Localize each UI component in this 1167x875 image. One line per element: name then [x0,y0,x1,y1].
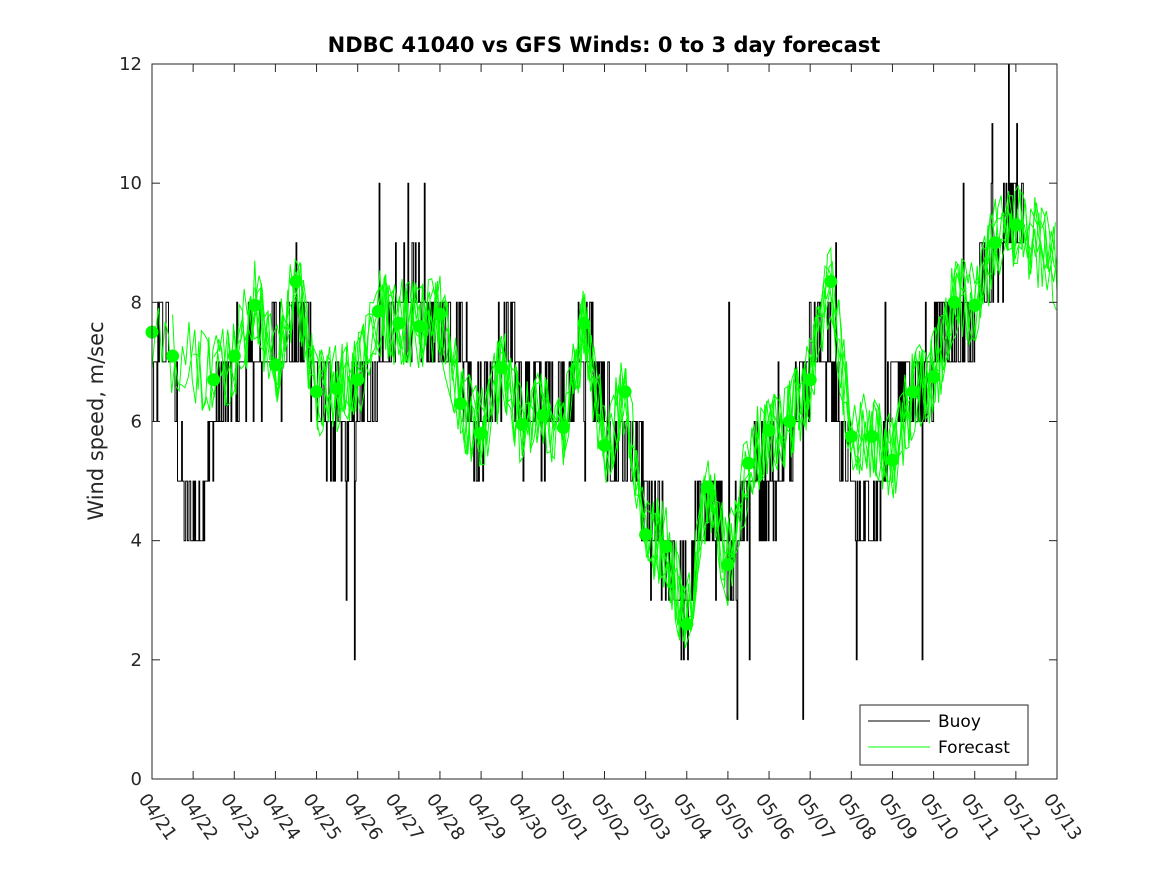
forecast-marker [824,275,838,288]
y-tick-label: 12 [119,54,142,75]
forecast-marker [248,298,262,312]
forecast-marker [968,298,982,312]
forecast-marker [166,349,180,363]
y-axis: 0 2 4 6 8 10 12 [119,54,1057,790]
forecast-marker [577,316,591,330]
forecast-marker [721,558,735,571]
forecast-marker [556,421,570,434]
forecast-marker [618,385,632,399]
forecast-marker [680,617,694,631]
forecast-marker [906,385,920,399]
forecast-marker [844,429,858,443]
forecast-marker [700,480,714,494]
legend-box [859,704,1029,766]
forecast-marker [310,385,323,399]
y-tick-label: 10 [119,173,142,194]
y-tick-label: 8 [131,292,142,313]
forecast-marker [474,426,488,440]
y-tick-label: 6 [131,412,142,433]
forecast-marker [330,382,344,396]
legend-label-forecast: Forecast [938,738,1010,758]
forecast-marker [803,373,817,387]
forecast-marker [227,349,241,363]
forecast-marker [454,397,467,411]
forecast-series-line [254,184,1055,622]
chart-title: NDBC 41040 vs GFS Winds: 0 to 3 day fore… [328,33,881,57]
forecast-marker [947,295,961,309]
y-tick-label: 0 [131,769,142,790]
y-tick-label: 4 [131,531,142,552]
forecast-marker [865,429,879,443]
forecast-marker [1009,218,1023,232]
legend-label-buoy: Buoy [938,712,981,732]
forecast-marker [598,438,611,452]
forecast-marker [495,361,509,375]
forecast-marker [886,453,899,467]
forecast-marker [412,319,426,333]
forecast-marker [659,540,673,554]
forecast-marker [515,418,529,431]
legend: Buoy Forecast [859,704,1029,766]
forecast-marker [639,528,653,542]
forecast-marker [351,373,365,387]
y-axis-label: Wind speed, m/sec [84,321,108,520]
forecast-marker [371,304,385,318]
y-tick-label: 2 [131,650,142,671]
forecast-marker [742,456,755,470]
forecast-marker [268,358,282,372]
forecast-marker [392,316,406,330]
marker-layer [145,218,1023,631]
forecast-marker [207,373,221,387]
forecast-marker [988,236,1002,250]
forecast-marker [783,415,797,428]
forecast-marker [762,423,776,437]
buoy-series-line [152,63,1025,720]
forecast-series-line [233,195,1058,649]
forecast-marker [536,409,550,422]
forecast-marker [433,307,447,321]
forecast-marker [927,370,941,384]
forecast-marker [289,275,303,288]
